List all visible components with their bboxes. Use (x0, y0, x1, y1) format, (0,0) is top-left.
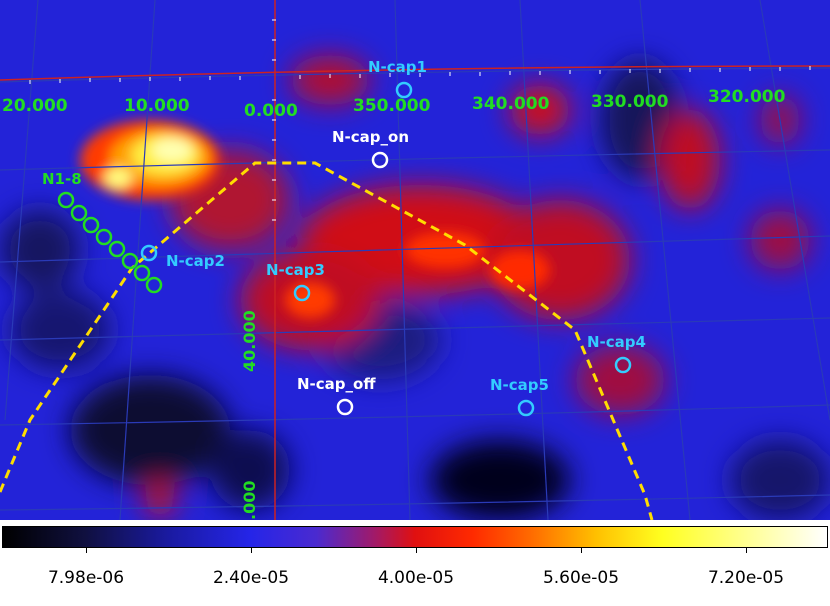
n-cap2-circle (140, 244, 158, 262)
longitude-label: 340.000 (472, 94, 550, 114)
n-cap4-circle (614, 356, 632, 374)
n-region-circle (108, 240, 126, 258)
n-region-circles (57, 191, 163, 294)
colorbar (0, 522, 830, 552)
colorbar-tick (86, 548, 87, 553)
n-region-circle (70, 204, 88, 222)
sky-map: 20.000 10.000 0.000 350.000 340.000 330.… (0, 0, 830, 520)
n-region-circle (82, 216, 100, 234)
colorbar-tick-label: 2.40e-05 (212, 568, 290, 588)
n-cap4-label: N-cap4 (587, 333, 646, 351)
galactic-axes (0, 0, 830, 520)
colorbar-gradient (2, 526, 828, 548)
n-cap-on-circle (371, 151, 389, 169)
n-region-circle (57, 191, 75, 209)
colorbar-tick (581, 548, 582, 553)
colorbar-tick-label: 4.00e-05 (377, 568, 455, 588)
axis-ticks (29, 19, 811, 221)
colorbar-tick-label: 7.20e-05 (707, 568, 785, 588)
n-cap3-label: N-cap3 (266, 261, 325, 279)
n-cap3-circle (293, 284, 311, 302)
coordinate-grid (0, 0, 830, 520)
sky-map-canvas (0, 0, 830, 520)
longitude-label: 0.000 (244, 101, 298, 121)
n-cap5-label: N-cap5 (490, 376, 549, 394)
colorbar-tick (746, 548, 747, 553)
n-region-circle (121, 252, 139, 270)
cap-circles (140, 81, 632, 417)
longitude-label: 320.000 (708, 87, 786, 107)
n-cap-off-label: N-cap_off (297, 375, 376, 393)
n-cap5-circle (517, 399, 535, 417)
latitude-label: .000 (240, 480, 259, 520)
n-region-circle (133, 264, 151, 282)
latitude-label: 40.000 (240, 310, 259, 372)
n-cap2-label: N-cap2 (166, 252, 225, 270)
n-cap-on-label: N-cap_on (332, 128, 410, 146)
longitude-label: 20.000 (2, 96, 68, 116)
colorbar-tick-label: 7.98e-06 (47, 568, 125, 588)
colorbar-tick-label: 5.60e-05 (542, 568, 620, 588)
region-boundary (0, 161, 654, 520)
n-cap-off-circle (336, 398, 354, 416)
colorbar-tick (416, 548, 417, 553)
longitude-label: 350.000 (353, 96, 431, 116)
n-region-circle (145, 276, 163, 294)
n1-8-label: N1-8 (42, 170, 82, 188)
colorbar-tick (251, 548, 252, 553)
intensity-map (0, 0, 830, 520)
n-region-circle (95, 228, 113, 246)
longitude-label: 10.000 (124, 96, 190, 116)
longitude-label: 330.000 (591, 92, 669, 112)
n-cap1-label: N-cap1 (368, 58, 427, 76)
n-cap1-circle (395, 81, 413, 99)
